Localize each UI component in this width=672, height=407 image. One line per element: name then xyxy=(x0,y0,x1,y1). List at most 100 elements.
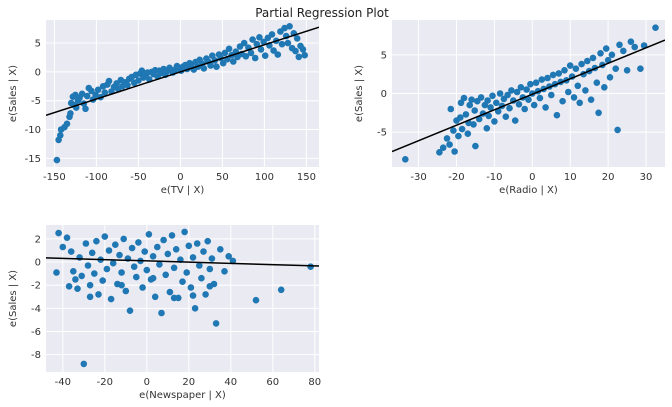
newspaper-data-point xyxy=(196,262,203,269)
radio-data-point xyxy=(506,104,513,112)
newspaper-data-point xyxy=(72,276,79,283)
newspaper-data-point xyxy=(141,248,148,255)
radio-data-point xyxy=(517,84,525,91)
radio-data-point xyxy=(450,127,457,134)
tv-data-point xyxy=(78,90,86,98)
newspaper-data-point xyxy=(93,237,100,245)
newspaper-data-point xyxy=(65,283,73,290)
tv-data-point xyxy=(253,40,261,48)
newspaper-data-point xyxy=(74,285,81,293)
newspaper-data-point xyxy=(170,294,178,302)
newspaper-data-point xyxy=(198,274,205,282)
radio-data-point xyxy=(542,104,549,111)
radio-data-point xyxy=(589,54,597,62)
radio-data-point xyxy=(555,70,563,77)
tv-data-point xyxy=(261,52,269,59)
newspaper-data-point xyxy=(217,246,224,253)
tv-data-point xyxy=(230,58,237,65)
newspaper-data-point xyxy=(206,283,214,290)
newspaper-data-point xyxy=(67,248,75,255)
newspaper-x-axis-label: e(Newspaper | X) xyxy=(139,390,226,401)
radio-data-point xyxy=(652,24,659,32)
radio-data-point xyxy=(458,125,466,133)
tv-data-point xyxy=(53,156,61,164)
radio-data-point xyxy=(455,132,462,140)
newspaper-data-point xyxy=(212,320,220,327)
tv-data-point xyxy=(242,53,250,60)
radio-data-point xyxy=(631,43,638,51)
tv-data-point xyxy=(200,65,208,72)
newspaper-data-point xyxy=(107,295,115,303)
newspaper-data-point xyxy=(166,288,174,296)
newspaper-data-point xyxy=(168,232,176,239)
newspaper-data-point xyxy=(187,284,195,291)
newspaper-y-tick-label: -2 xyxy=(31,281,41,292)
tv-data-point xyxy=(124,81,131,89)
radio-data-point xyxy=(602,45,610,52)
tv-data-point xyxy=(225,45,233,53)
tv-data-point xyxy=(257,46,265,53)
radio-x-tick-label: -10 xyxy=(486,172,502,183)
radio-data-point xyxy=(597,50,604,57)
newspaper-data-point xyxy=(80,360,88,368)
radio-data-point xyxy=(471,107,479,114)
tv-y-tick-label: -15 xyxy=(25,154,41,165)
newspaper-x-tick-label: 40 xyxy=(224,377,237,388)
tv-x-tick-label: 50 xyxy=(216,172,229,183)
newspaper-data-point xyxy=(70,268,77,275)
tv-data-point xyxy=(63,120,71,128)
radio-data-point xyxy=(457,114,464,121)
tv-data-point xyxy=(301,51,309,59)
radio-data-point xyxy=(484,97,491,104)
newspaper-y-tick-label: 0 xyxy=(35,258,41,269)
newspaper-data-point xyxy=(185,242,193,250)
tv-data-point xyxy=(295,53,303,61)
radio-data-point xyxy=(548,91,555,99)
radio-data-point xyxy=(402,156,409,163)
tv-x-axis-label: e(TV | X) xyxy=(161,185,205,196)
newspaper-data-point xyxy=(158,309,165,317)
newspaper-data-point xyxy=(164,250,172,258)
radio-partial-regression-panel: -30 -20 -10 0 10 20 30 -5 0 5 e(Radio | X) e(Sales … xyxy=(354,20,665,196)
radio-data-point xyxy=(627,38,635,45)
newspaper-data-point xyxy=(86,293,94,301)
newspaper-data-point xyxy=(88,249,96,257)
newspaper-data-point xyxy=(135,239,142,246)
newspaper-data-point xyxy=(307,263,314,271)
newspaper-data-point xyxy=(229,257,237,265)
radio-data-point xyxy=(566,62,574,69)
radio-data-point xyxy=(468,96,475,103)
radio-data-point xyxy=(614,126,621,134)
newspaper-x-tick-label: 80 xyxy=(308,377,321,388)
radio-data-point xyxy=(504,91,511,99)
radio-data-point xyxy=(472,142,479,150)
radio-data-point xyxy=(620,47,627,55)
newspaper-data-point xyxy=(120,235,127,243)
newspaper-data-point xyxy=(277,286,285,294)
newspaper-data-point xyxy=(181,228,188,236)
newspaper-data-point xyxy=(76,254,83,261)
newspaper-data-point xyxy=(139,284,146,291)
newspaper-data-point xyxy=(118,269,125,276)
radio-data-point xyxy=(544,74,551,82)
newspaper-y-tick-label: -4 xyxy=(31,304,41,315)
newspaper-data-point xyxy=(183,269,190,276)
tv-data-point xyxy=(94,86,102,94)
newspaper-data-point xyxy=(130,263,138,271)
radio-data-point xyxy=(601,84,608,91)
tv-y-axis-label: e(Sales | X) xyxy=(8,65,19,122)
newspaper-data-point xyxy=(189,254,197,261)
tv-data-point xyxy=(101,89,109,96)
radio-data-point xyxy=(576,99,583,107)
radio-data-point xyxy=(464,130,472,137)
newspaper-data-point xyxy=(252,296,260,304)
newspaper-data-point xyxy=(101,233,109,240)
radio-data-point xyxy=(582,87,589,94)
radio-data-point xyxy=(606,74,614,81)
radio-x-tick-label: 10 xyxy=(564,172,577,183)
tv-data-point xyxy=(293,35,301,42)
newspaper-y-tick-label: 2 xyxy=(35,234,41,245)
tv-data-point xyxy=(138,67,146,74)
